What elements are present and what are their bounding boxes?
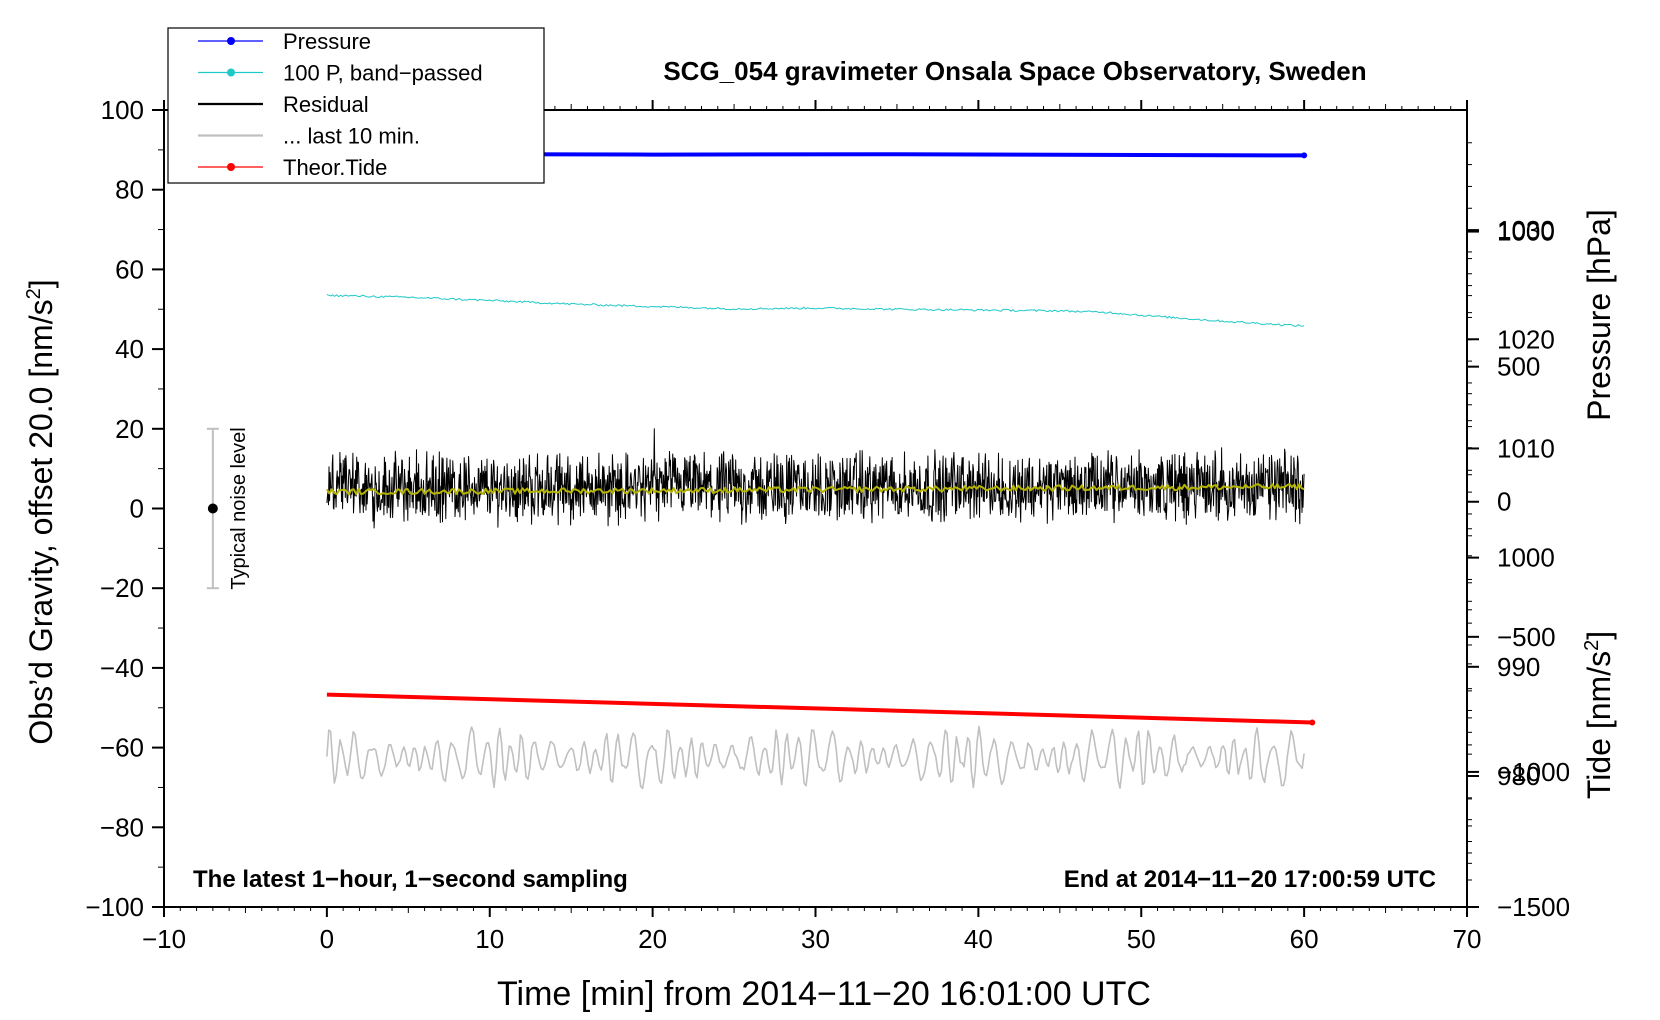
- tide-axis-label: Tide [nm/s2]: [1581, 631, 1617, 799]
- annotation-end-time: End at 2014−11−20 17:00:59 UTC: [1064, 866, 1436, 893]
- x-tick-label: 70: [1453, 924, 1482, 954]
- pressure-tick-label: 1000: [1497, 543, 1555, 573]
- tide-tick-label: 0: [1497, 487, 1511, 517]
- theoretical-tide-line: [326, 692, 1313, 725]
- tide-end-marker: [1309, 719, 1316, 726]
- y-tick-label: −40: [100, 653, 144, 683]
- pressure-tick-label: 990: [1497, 652, 1540, 682]
- x-axis-label: Time [min] from 2014−11−20 16:01:00 UTC: [497, 975, 1151, 1013]
- y-tick-label: 20: [115, 414, 144, 444]
- annotation-sampling: The latest 1−hour, 1−second sampling: [193, 866, 628, 893]
- series-layer: [326, 151, 1316, 790]
- legend-label: Theor.Tide: [283, 155, 387, 180]
- band-passed-pressure-line: [326, 294, 1305, 327]
- tide-tick-label: 500: [1497, 352, 1540, 382]
- legend-marker: [227, 37, 235, 45]
- pressure-axis-label: Pressure [hPa]: [1581, 209, 1617, 421]
- tide-axis-label-sup: 2: [1581, 640, 1603, 651]
- x-tick-label: 10: [475, 924, 504, 954]
- x-tick-label: 40: [964, 924, 993, 954]
- tide-axis-label-close: ]: [1581, 631, 1617, 640]
- y-tick-label: 60: [115, 254, 144, 284]
- legend-label: Residual: [283, 92, 369, 117]
- pressure-tick-label: 1020: [1497, 324, 1555, 354]
- y-tick-label: −20: [100, 573, 144, 603]
- legend-box: [167, 27, 545, 184]
- legend-label: ... last 10 min.: [283, 124, 420, 149]
- tide-axis-label-text: Tide [nm/s: [1581, 651, 1617, 799]
- y-axis-label-left-close: ]: [23, 279, 59, 288]
- x-tick-label: −10: [142, 924, 186, 954]
- y-tick-label: 80: [115, 175, 144, 205]
- legend-label: Pressure: [283, 29, 371, 54]
- noise-level-indicator: Typical noise level: [206, 427, 250, 590]
- y-tick-label: 0: [130, 494, 144, 524]
- last-10-min-line: [326, 725, 1305, 790]
- x-tick-label: 30: [801, 924, 830, 954]
- chart-title: SCG_054 gravimeter Onsala Space Observat…: [663, 56, 1366, 86]
- pressure-end-marker: [1301, 152, 1308, 159]
- x-tick-label: 0: [320, 924, 334, 954]
- tide-tick-label: −1000: [1497, 757, 1570, 787]
- legend-marker: [227, 163, 235, 171]
- y-tick-label: 40: [115, 334, 144, 364]
- tide-tick-label: 1000: [1497, 217, 1555, 247]
- y-axis-label-left: Obs’d Gravity, offset 20.0 [nm/s2]: [23, 279, 59, 744]
- residual-line: [326, 428, 1305, 529]
- y-tick-label: 100: [101, 95, 144, 125]
- x-tick-label: 20: [638, 924, 667, 954]
- y-tick-label: −100: [85, 892, 144, 922]
- legend: Pressure 100 P, band−passed Residual ... la…: [167, 27, 545, 184]
- y-axis-label-left-sup: 2: [23, 288, 45, 299]
- noise-bar-center-dot: [207, 503, 218, 514]
- pressure-tick-label: 1030: [1497, 215, 1555, 245]
- pressure-tick-label: 980: [1497, 761, 1540, 791]
- tide-tick-label: −500: [1497, 622, 1556, 652]
- y-tick-label: −80: [100, 812, 144, 842]
- pressure-tick-label: 1010: [1497, 433, 1555, 463]
- y-axis-label-left-text: Obs’d Gravity, offset 20.0 [nm/s: [23, 299, 59, 744]
- legend-label: 100 P, band−passed: [283, 61, 483, 86]
- legend-marker: [227, 68, 235, 77]
- residual-smoothed-line: [326, 483, 1305, 496]
- y-tick-label: −60: [100, 733, 144, 763]
- axes-layer: −10 0 10 20 30 40 50 60 70−100−80−60−40−20020406…: [85, 95, 1570, 954]
- x-tick-label: 50: [1127, 924, 1156, 954]
- x-tick-label: 60: [1290, 924, 1319, 954]
- noise-bar-label: Typical noise level: [228, 427, 250, 589]
- tide-tick-label: −1500: [1497, 892, 1570, 922]
